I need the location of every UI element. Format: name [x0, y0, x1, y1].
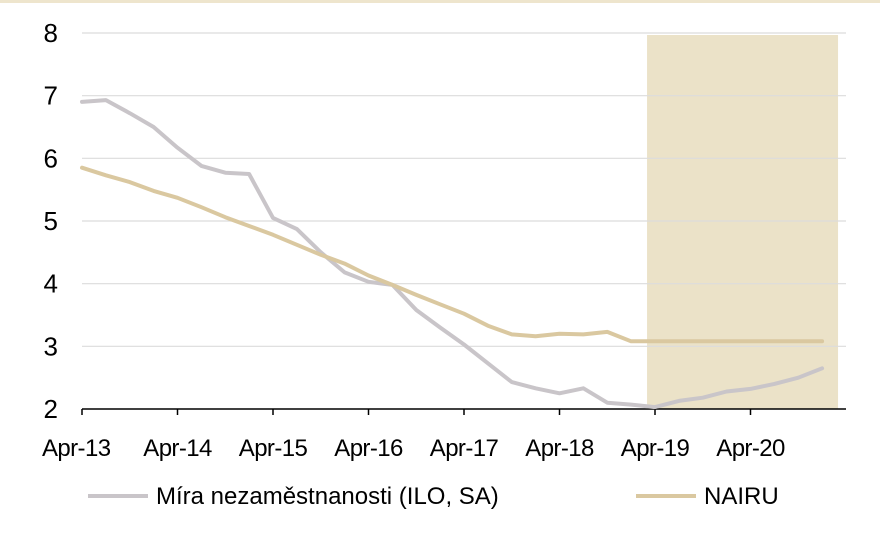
legend-label-nairu: NAIRU [704, 483, 779, 510]
y-tick-label-2: 2 [44, 394, 58, 424]
y-tick-label-4: 4 [44, 269, 58, 299]
unemployment-rate-line [80, 98, 825, 410]
x-tick-label-apr-14: Apr-14 [143, 435, 212, 462]
x-tick-label-apr-18: Apr-18 [525, 435, 594, 462]
x-tick-label-apr-19: Apr-19 [621, 435, 690, 462]
y-tick-label-6: 6 [44, 143, 58, 173]
y-tick-label-8: 8 [44, 18, 58, 48]
gridlines [82, 32, 846, 347]
forecast-shade-layer [647, 35, 839, 409]
y-tick-label-3: 3 [44, 331, 58, 361]
y-tick-label-7: 7 [44, 81, 58, 111]
x-tick-label-apr-16: Apr-16 [334, 435, 403, 462]
x-tick-label-apr-15: Apr-15 [239, 435, 308, 462]
x-axis [81, 408, 846, 415]
x-axis-tick-labels: Apr-13 Apr-14 Apr-15 Apr-16 Apr-17 Apr-18 Apr-… [42, 435, 786, 462]
x-tick-label-apr-13: Apr-13 [42, 435, 111, 462]
y-tick-label-5: 5 [44, 206, 58, 236]
x-tick-label-apr-20: Apr-20 [716, 435, 785, 462]
nairu-line [80, 165, 825, 344]
x-tick-label-apr-17: Apr-17 [430, 435, 499, 462]
legend-label-unemployment: Míra nezaměstnanosti (ILO, SA) [156, 483, 499, 510]
series-lines [80, 98, 825, 410]
forecast-shaded-region [647, 35, 839, 409]
legend: Míra nezaměstnanosti (ILO, SA) NAIRU [88, 483, 779, 510]
y-axis-tick-labels: 2 3 4 5 6 7 8 [44, 18, 58, 424]
top-rule [0, 0, 880, 3]
